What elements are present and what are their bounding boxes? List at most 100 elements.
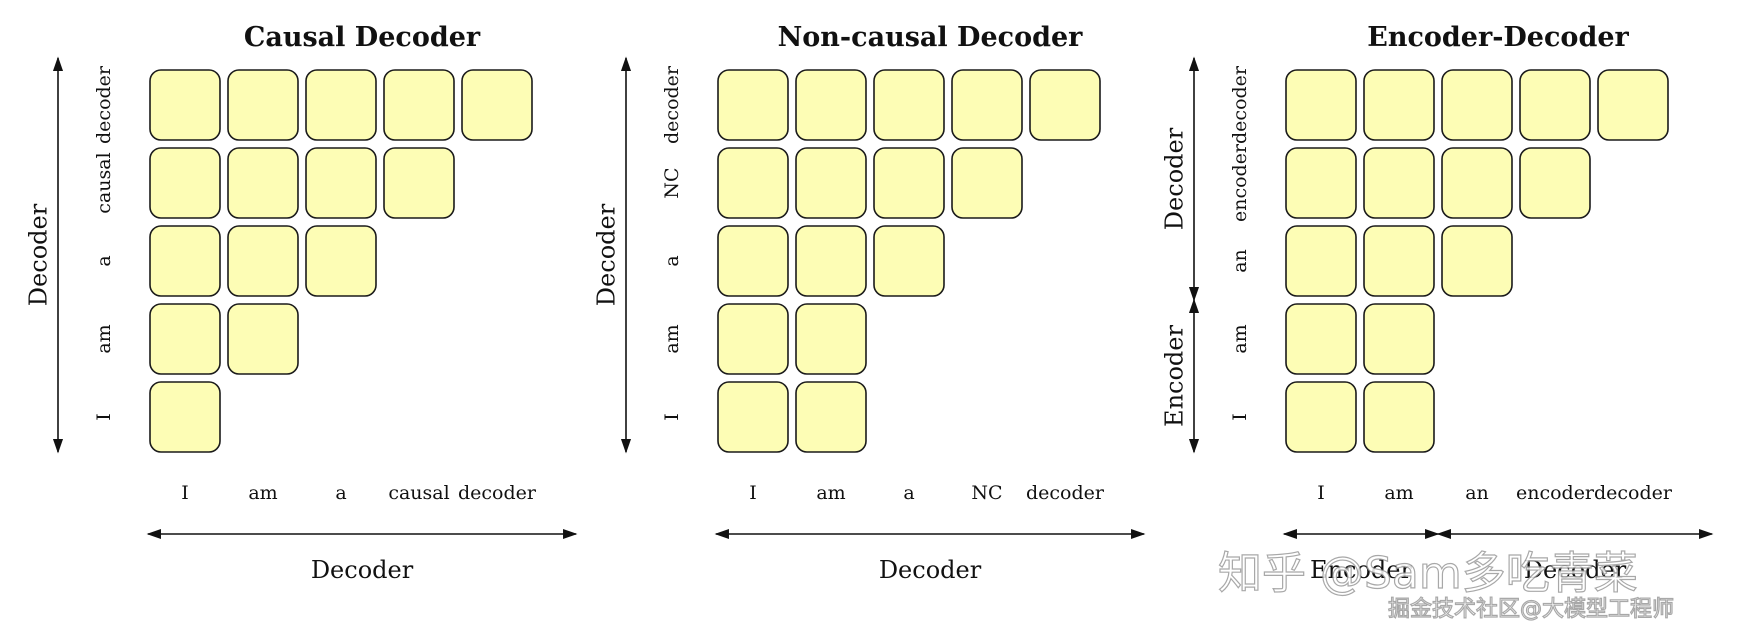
col-token-label: am (1384, 482, 1413, 504)
attention-cell-r1-c3 (951, 147, 1023, 219)
watermark-line-2: 掘金技术社区@大模型工程师 (1388, 597, 1674, 622)
attention-cell-r3-c0 (1285, 303, 1357, 375)
attention-cell-r1-c1 (795, 147, 867, 219)
attention-cell-r1-c1 (227, 147, 299, 219)
row-token-label: decoder (93, 65, 115, 144)
row-token-label: decoder (1229, 65, 1251, 144)
attention-cell-r1-c1 (1363, 147, 1435, 219)
attention-cell-r0-c1 (1363, 69, 1435, 141)
attention-cell-r1-c0 (717, 147, 789, 219)
row-token-label: I (1229, 413, 1251, 421)
attention-cell-r2-c0 (717, 225, 789, 297)
row-token-label: I (661, 413, 683, 421)
attention-cell-r3-c1 (1363, 303, 1435, 375)
attention-cell-r2-c1 (1363, 225, 1435, 297)
attention-cell-r0-c2 (1441, 69, 1513, 141)
attention-cell-r0-c1 (795, 69, 867, 141)
row-axis-label: Decoder (1161, 127, 1189, 230)
row-token-label: am (1229, 324, 1251, 353)
attention-cell-r1-c0 (1285, 147, 1357, 219)
col-axis-label: Encoder (1310, 556, 1412, 584)
attention-cell-r2-c2 (873, 225, 945, 297)
row-token-label: decoder (661, 65, 683, 144)
attention-cell-r0-c2 (873, 69, 945, 141)
row-axis-label: Encoder (1161, 325, 1189, 427)
col-token-label: decoder (1026, 482, 1105, 504)
col-axis: Decoder (146, 528, 578, 584)
row-axis-label: Decoder (593, 203, 621, 306)
attention-cell-r0-c0 (149, 69, 221, 141)
col-token-label: decoder (1594, 482, 1673, 504)
attention-cell-r3-c1 (795, 303, 867, 375)
attention-cell-r4-c1 (1363, 381, 1435, 453)
attention-cell-r2-c0 (1285, 225, 1357, 297)
row-token-label: am (93, 324, 115, 353)
row-token-label: a (93, 255, 115, 266)
col-axis: Encoder Decoder (1282, 528, 1714, 584)
col-token-label: a (903, 482, 914, 504)
attention-cell-r2-c2 (305, 225, 377, 297)
panel-title: Causal Decoder (244, 22, 481, 53)
panel-title: Encoder-Decoder (1367, 22, 1629, 53)
attention-cell-r3-c0 (149, 303, 221, 375)
col-axis-label: Decoder (311, 556, 414, 584)
attention-cell-r1-c0 (149, 147, 221, 219)
watermark: 知乎 @Sam多吃青菜 掘金技术社区@大模型工程师 (1217, 547, 1674, 622)
col-token-label: NC (971, 482, 1002, 504)
row-axis: Decoder (25, 56, 64, 454)
attention-cell-r0-c3 (951, 69, 1023, 141)
attention-cell-r1-c2 (305, 147, 377, 219)
row-token-label: causal (93, 152, 115, 213)
attention-cell-r0-c1 (227, 69, 299, 141)
row-token-label: am (661, 324, 683, 353)
attention-cell-r3-c1 (227, 303, 299, 375)
row-token-label: I (93, 413, 115, 421)
col-token-label: I (749, 482, 757, 504)
col-token-label: an (1465, 482, 1489, 504)
row-axis-label: Decoder (25, 203, 53, 306)
attention-cell-r2-c1 (227, 225, 299, 297)
col-axis-label: Decoder (1524, 556, 1627, 584)
cell-grid (1285, 69, 1669, 453)
col-token-label: am (816, 482, 845, 504)
attention-cell-r2-c0 (149, 225, 221, 297)
col-token-label: decoder (458, 482, 537, 504)
cell-grid (149, 69, 533, 453)
attention-cell-r4-c0 (1285, 381, 1357, 453)
attention-cell-r4-c1 (795, 381, 867, 453)
panel-title: Non-causal Decoder (778, 22, 1084, 53)
attention-cell-r3-c0 (717, 303, 789, 375)
attention-cell-r2-c1 (795, 225, 867, 297)
col-token-label: am (248, 482, 277, 504)
col-token-label: I (1317, 482, 1325, 504)
col-axis: Decoder (714, 528, 1146, 584)
attention-cell-r1-c2 (873, 147, 945, 219)
col-token-label: a (335, 482, 346, 504)
col-token-label: causal (388, 482, 449, 504)
attention-cell-r0-c4 (1029, 69, 1101, 141)
attention-cell-r0-c4 (461, 69, 533, 141)
col-token-label: I (181, 482, 189, 504)
attention-cell-r0-c0 (1285, 69, 1357, 141)
row-token-labels: decoder NC a am I (661, 65, 683, 421)
row-token-label: an (1229, 249, 1251, 273)
row-token-label: NC (661, 167, 683, 198)
row-axis: Decoder Encoder (1161, 56, 1200, 454)
col-axis-label: Decoder (879, 556, 982, 584)
attention-cell-r0-c3 (1519, 69, 1591, 141)
row-axis: Decoder (593, 56, 632, 454)
row-token-labels: decoder causal a am I (93, 65, 115, 421)
row-token-label: encoder (1229, 143, 1251, 222)
cell-grid (717, 69, 1101, 453)
attention-cell-r0-c2 (305, 69, 377, 141)
attention-cell-r0-c0 (717, 69, 789, 141)
watermark-line-1: 知乎 @Sam多吃青菜 (1218, 548, 1638, 599)
attention-cell-r0-c3 (383, 69, 455, 141)
